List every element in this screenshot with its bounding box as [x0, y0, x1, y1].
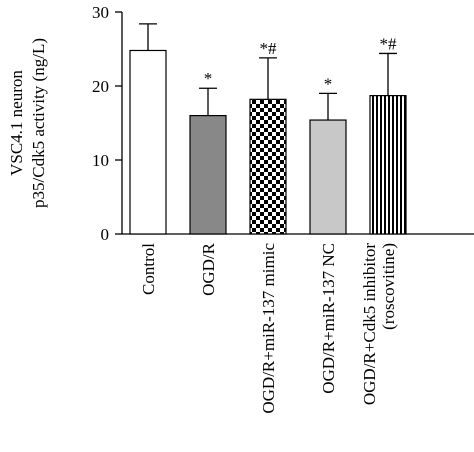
- y-axis-title-line: VSC4.1 neuron: [7, 70, 26, 176]
- bar-4: [309, 119, 347, 235]
- bar-2: [189, 114, 227, 235]
- y-axis-label: VSC4.1 neuron p35/Cdk5 activity (ng/L): [7, 38, 48, 208]
- significance-marker: *: [204, 69, 213, 88]
- category-label: OGD/R: [199, 242, 218, 296]
- bars: [129, 49, 407, 235]
- significance-marker: *#: [380, 34, 398, 53]
- bar-1: [129, 49, 167, 235]
- y-tick-label: 20: [92, 77, 109, 96]
- y-tick-label: 10: [92, 151, 109, 170]
- y-tick-label: 30: [92, 3, 109, 22]
- category-label: OGD/R+miR-137 NC: [319, 243, 338, 394]
- y-axis-title-line: p35/Cdk5 activity (ng/L): [29, 38, 48, 208]
- error-bars: [139, 23, 397, 121]
- category-labels: Control OGD/R OGD/R+miR-137 mimic OGD/R+miR…: [139, 242, 398, 413]
- y-tick-label: 0: [101, 225, 110, 244]
- category-label: (roscovitine): [379, 243, 398, 330]
- bar-5: [369, 95, 407, 235]
- significance-annotations: * *# * *#: [204, 34, 397, 93]
- significance-marker: *: [324, 74, 333, 93]
- category-label: OGD/R+miR-137 mimic: [259, 243, 278, 414]
- category-label: Control: [139, 243, 158, 295]
- category-label: OGD/R+Cdk5 inhibitor: [360, 243, 379, 405]
- axes: 0 10 20 30: [92, 3, 474, 244]
- significance-marker: *#: [260, 39, 278, 58]
- bar-3: [249, 98, 287, 235]
